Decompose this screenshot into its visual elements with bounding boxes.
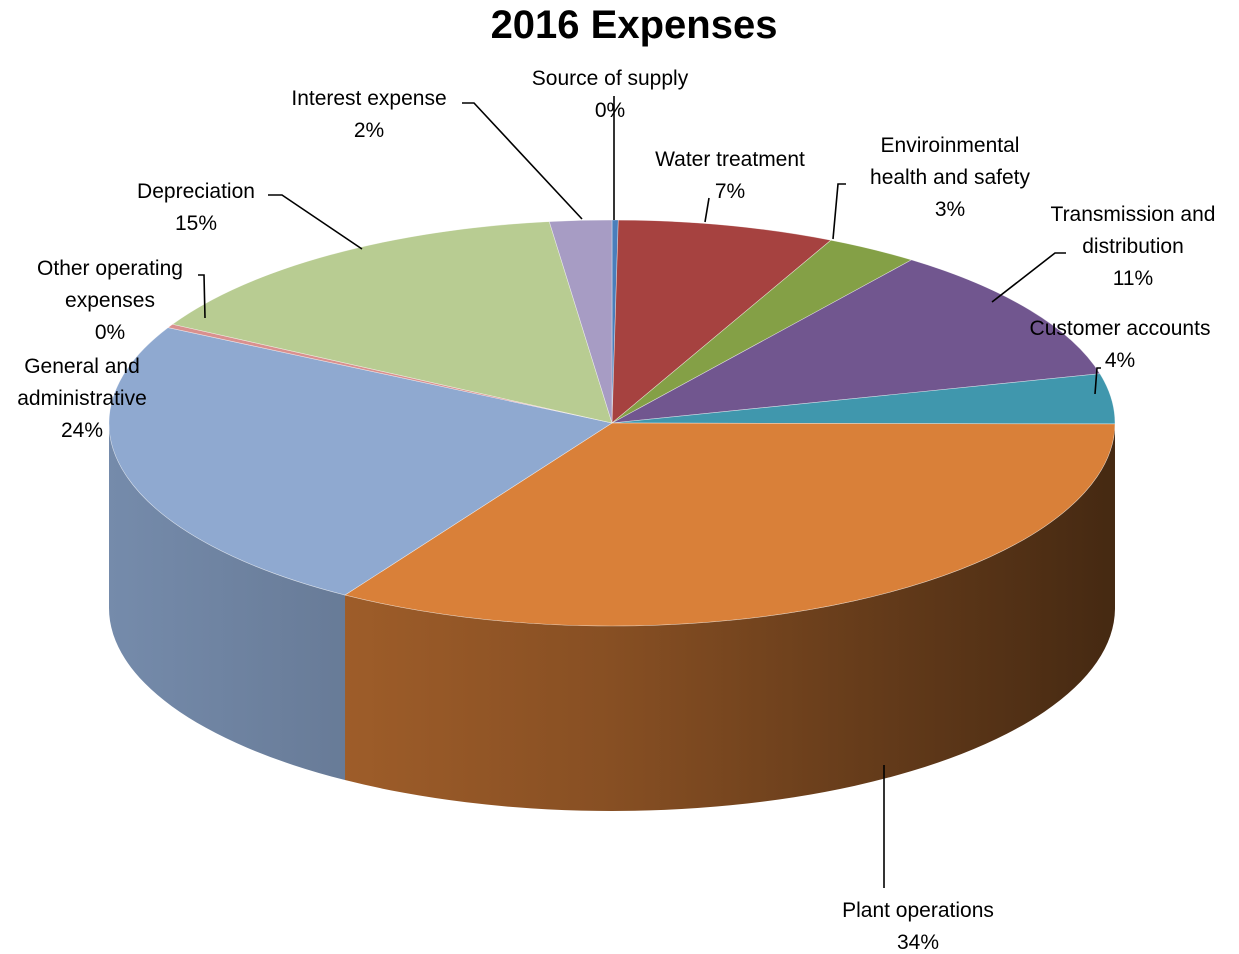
slice-general-and-administrative (108, 327, 613, 596)
slice-percent-plant-operations: 34% (897, 931, 939, 954)
slice-percent-general-and-administrative: 24% (61, 419, 103, 442)
leader-line-interest-expense (462, 102, 583, 220)
leader-line-enviroinmental-health-and-safety (832, 183, 846, 240)
slice-percent-water-treatment: 7% (715, 180, 745, 203)
leader-lines (198, 96, 1101, 888)
slice-label-other-operating-expenses: Other operating expenses 0% (37, 257, 183, 344)
slice-plant-operations (344, 422, 1116, 627)
leader-line-water-treatment (704, 197, 710, 223)
chart-title: 2016 Expenses (491, 3, 778, 47)
slice-label-plant-operations: Plant operations 34% (842, 899, 994, 954)
slice-percent-source-of-supply: 0% (595, 99, 625, 122)
slice-percent-other-operating-expenses: 0% (95, 321, 125, 344)
slice-percent-transmission-and-distribution: 11% (1113, 267, 1153, 290)
slice-percent-enviroinmental-health-and-safety: 3% (935, 198, 965, 221)
slice-label-interest-expense: Interest expense 2% (291, 87, 446, 142)
leader-line-other-operating-expenses (198, 274, 206, 319)
slice-label-customer-accounts: Customer accounts 4% (1030, 317, 1211, 372)
leader-line-customer-accounts (1094, 367, 1101, 395)
leader-line-transmission-and-distribution (991, 252, 1066, 303)
slice-label-transmission-and-distribution: Transmission and distribution 11% (1051, 203, 1216, 290)
slice-label-depreciation: Depreciation 15% (137, 180, 255, 235)
slice-label-source-of-supply: Source of supply 0% (532, 67, 689, 122)
slice-water-treatment (611, 219, 832, 424)
slice-percent-interest-expense: 2% (354, 119, 384, 142)
slice-side-plant-operations (345, 423, 1115, 811)
slice-transmission-and-distribution (611, 259, 1101, 424)
slice-depreciation (171, 221, 613, 424)
slice-percent-customer-accounts: 4% (1105, 349, 1135, 372)
pie-sides (108, 423, 1115, 811)
slice-label-general-and-administrative: General and administrative 24% (17, 355, 147, 442)
pie-slices (108, 219, 1116, 627)
slice-label-enviroinmental-health-and-safety: Enviroinmental health and safety 3% (870, 134, 1030, 221)
slice-labels: Source of supply 0% Water treatment 7% Envir… (17, 67, 1215, 954)
slice-percent-depreciation: 15% (175, 212, 217, 235)
slice-label-water-treatment: Water treatment 7% (655, 148, 805, 203)
slice-side-general-and-administrative (108, 423, 346, 781)
slice-interest-expense (548, 219, 613, 424)
leader-line-depreciation (268, 194, 363, 250)
